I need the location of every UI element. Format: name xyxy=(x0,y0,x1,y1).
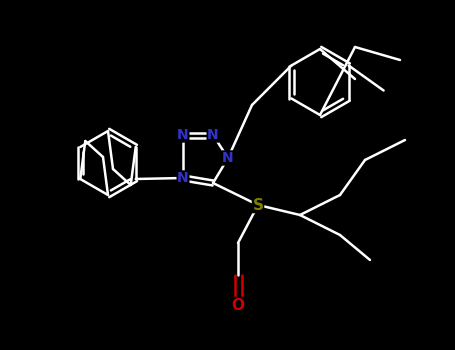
Text: S: S xyxy=(253,197,263,212)
Text: N: N xyxy=(207,128,219,142)
Text: N: N xyxy=(222,151,234,165)
Text: O: O xyxy=(232,298,244,313)
Text: N: N xyxy=(177,171,189,185)
Text: N: N xyxy=(177,128,189,142)
